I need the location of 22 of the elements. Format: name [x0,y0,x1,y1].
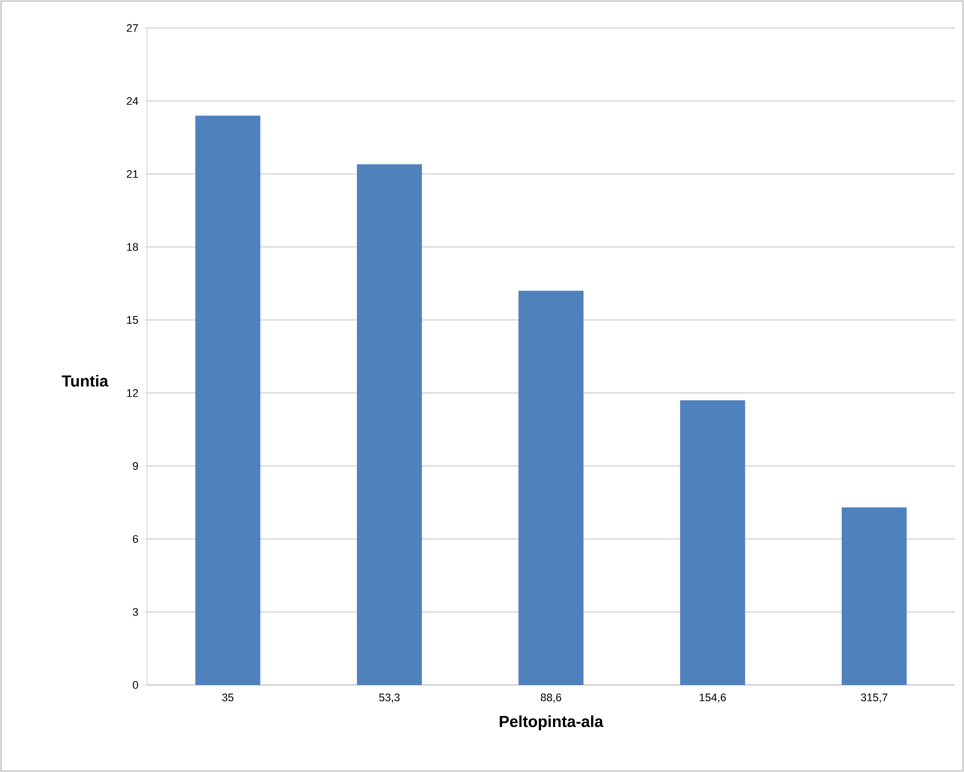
y-tick-label: 27 [126,24,138,32]
bar [842,507,907,685]
x-tick-label: 154,6 [700,694,726,703]
y-axis-title: Tuntia [62,374,108,387]
x-tick-label: 35 [222,694,234,702]
x-tick-label: 53,3 [379,694,400,703]
y-tick-label: 15 [127,316,138,324]
y-tick-label: 12 [127,389,138,397]
y-tick-label: 6 [132,535,138,543]
y-tick-label: 3 [132,608,138,616]
x-tick-label: 88,6 [540,694,562,703]
x-tick-label: 315,7 [860,694,888,703]
y-tick-label: 18 [127,243,138,251]
y-tick-label: 9 [132,462,138,470]
bar [518,290,584,685]
y-tick-label: 24 [126,97,138,105]
y-tick-label: 0 [132,681,138,689]
bar [195,116,260,685]
y-tick-label: 21 [126,170,138,178]
bar [356,164,422,685]
x-axis-title: Peltopinta-ala [500,715,604,730]
bar [680,400,746,685]
